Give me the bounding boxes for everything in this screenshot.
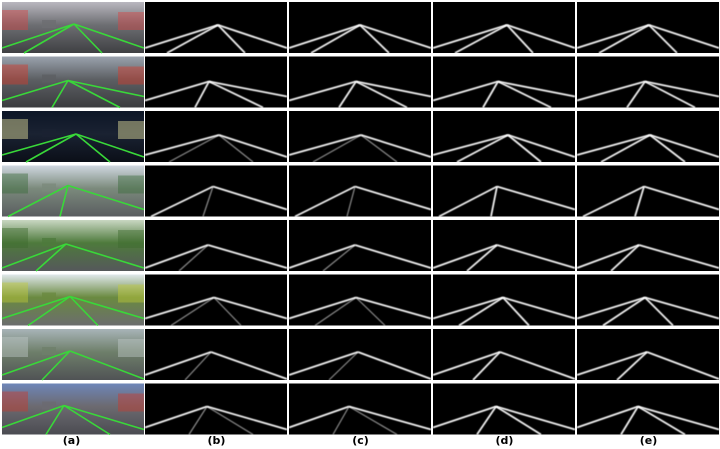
prediction-e-row-5 <box>576 220 720 272</box>
prediction-b-row-7 <box>144 329 288 381</box>
input-image-row-2 <box>1 56 145 109</box>
prediction-e-row-3 <box>576 111 720 163</box>
prediction-b-row-6 <box>144 274 288 327</box>
column-label-d: (d) <box>495 434 514 447</box>
input-image-row-7 <box>1 329 145 381</box>
input-image-row-8 <box>1 383 145 436</box>
column-label-c: (c) <box>352 434 369 447</box>
prediction-d-row-3 <box>432 111 576 163</box>
input-image-row-5 <box>1 220 145 272</box>
prediction-b-row-3 <box>144 111 288 163</box>
prediction-d-row-1 <box>432 2 576 54</box>
prediction-d-row-4 <box>433 165 576 218</box>
prediction-c-row-4 <box>289 165 432 218</box>
prediction-e-row-2 <box>576 56 720 109</box>
input-image-row-4 <box>2 165 145 218</box>
prediction-e-row-8 <box>576 383 720 436</box>
prediction-d-row-5 <box>432 220 576 272</box>
prediction-d-row-7 <box>432 329 576 381</box>
prediction-c-row-5 <box>288 220 432 272</box>
prediction-e-row-7 <box>576 329 720 381</box>
prediction-d-row-6 <box>432 274 576 327</box>
prediction-c-row-8 <box>288 383 432 436</box>
prediction-c-row-7 <box>288 329 432 381</box>
prediction-b-row-4 <box>145 165 288 218</box>
prediction-e-row-1 <box>576 2 720 54</box>
prediction-b-row-2 <box>144 56 288 109</box>
column-label-a: (a) <box>62 434 81 447</box>
prediction-c-row-1 <box>288 2 432 54</box>
prediction-e-row-4 <box>577 165 720 218</box>
prediction-d-row-2 <box>432 56 576 109</box>
prediction-e-row-6 <box>576 274 720 327</box>
input-image-row-3 <box>1 111 145 163</box>
prediction-c-row-6 <box>288 274 432 326</box>
column-label-b: (b) <box>207 434 226 447</box>
input-image-row-6 <box>1 274 145 327</box>
column-label-e: (e) <box>639 434 658 447</box>
prediction-b-row-8 <box>144 383 288 436</box>
prediction-b-row-1 <box>144 2 288 54</box>
prediction-d-row-8 <box>432 383 576 436</box>
prediction-c-row-2 <box>288 56 432 109</box>
input-image-row-1 <box>1 2 145 54</box>
prediction-b-row-5 <box>144 220 288 272</box>
prediction-c-row-3 <box>288 111 432 163</box>
